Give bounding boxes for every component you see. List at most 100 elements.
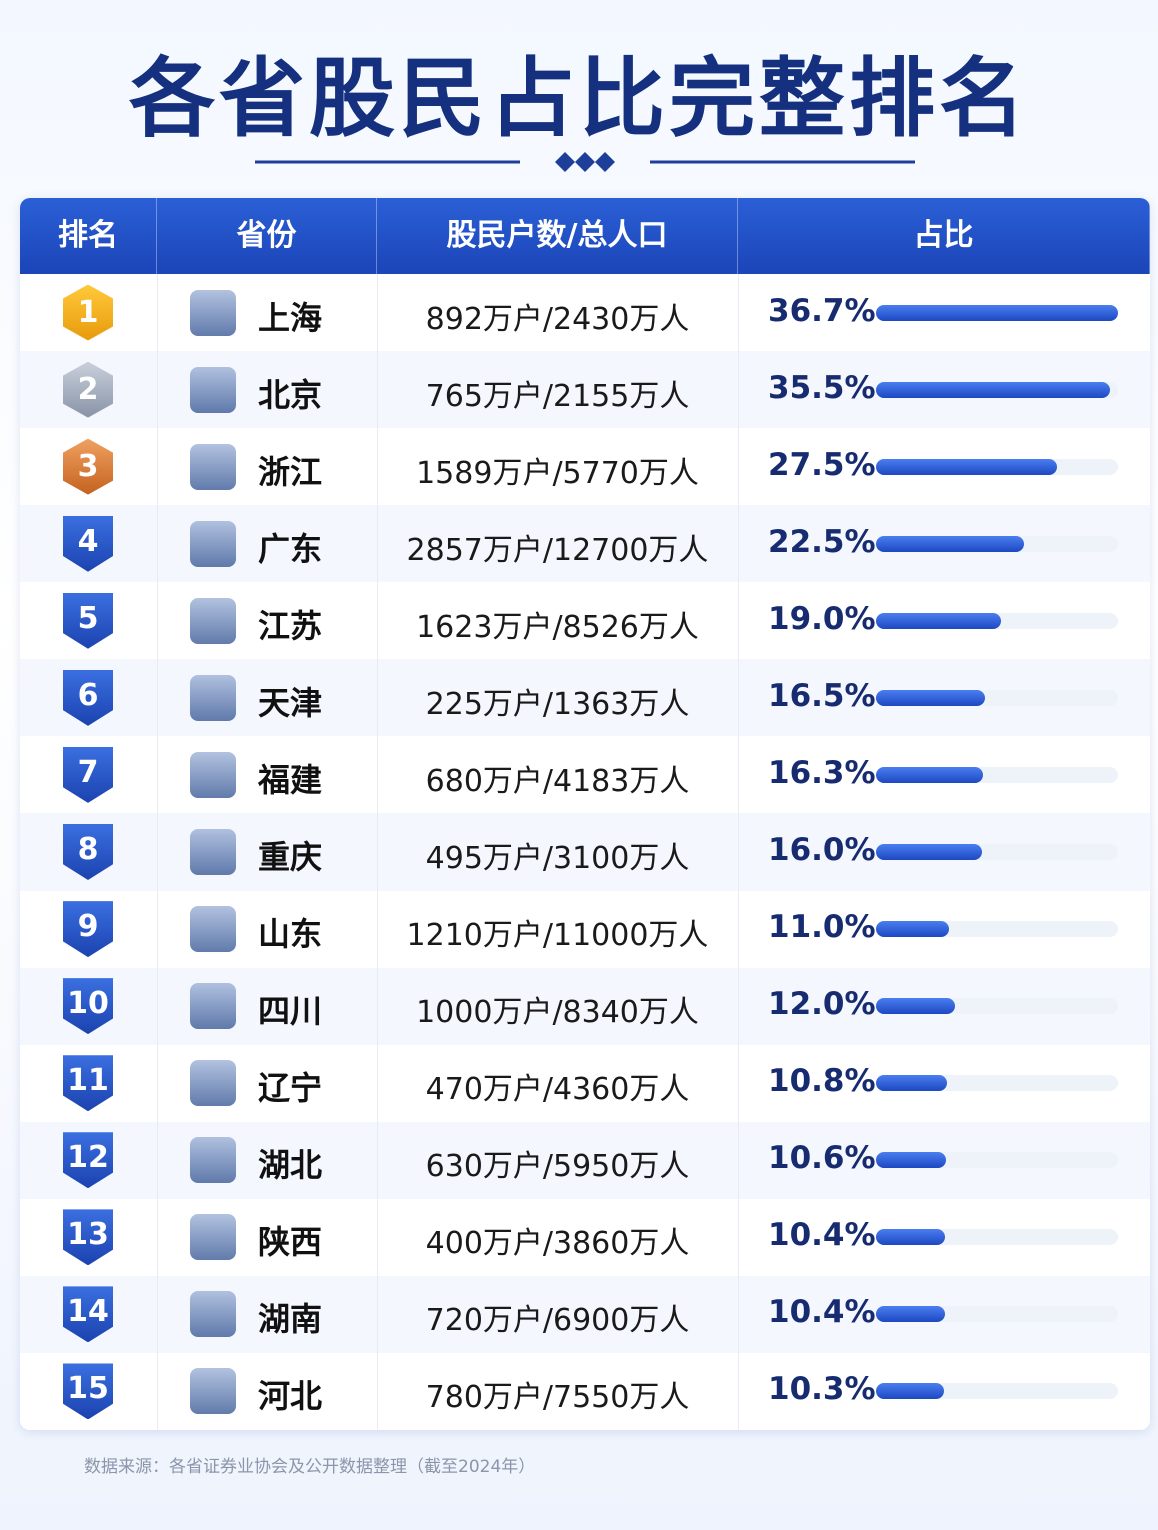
column-divider — [738, 428, 739, 506]
province-icon — [190, 1060, 236, 1107]
column-divider — [738, 1121, 739, 1199]
column-divider — [377, 890, 378, 968]
column-divider — [157, 659, 158, 737]
share-bar — [876, 998, 956, 1015]
holder-count: 470万户/4360万人 — [425, 1072, 690, 1108]
column-divider — [377, 274, 378, 352]
share-label: 10.6% — [768, 1140, 876, 1177]
rank-badge: 9 — [63, 901, 113, 958]
holder-count: 2857万户/12700万人 — [406, 532, 709, 568]
province-name: 河北 — [258, 1377, 323, 1416]
province-name: 天津 — [258, 683, 323, 722]
province-name: 山东 — [258, 915, 323, 954]
column-header: 股民户数/总人口 — [377, 198, 738, 274]
share-bar — [876, 1229, 945, 1246]
table-row: 12 湖北 630万户/5950万人 10.6% — [20, 1121, 1150, 1199]
share-bar — [876, 1306, 945, 1323]
column-header: 排名 — [20, 198, 157, 274]
column-divider — [157, 736, 158, 814]
province-icon — [190, 1137, 236, 1184]
column-divider — [157, 1121, 158, 1199]
column-divider — [377, 582, 378, 660]
province-icon — [190, 520, 236, 567]
column-divider — [377, 736, 378, 814]
share-label: 10.4% — [768, 1294, 876, 1331]
table-row: 14 湖南 720万户/6900万人 10.4% — [20, 1275, 1150, 1353]
share-bar — [876, 458, 1058, 475]
column-divider — [738, 659, 739, 737]
province-name: 辽宁 — [258, 1069, 323, 1108]
share-label: 16.5% — [768, 677, 876, 714]
table-row: 5 江苏 1623万户/8526万人 19.0% — [20, 582, 1150, 660]
share-label: 35.5% — [768, 369, 876, 406]
column-divider — [738, 1044, 739, 1122]
rank-badge: 11 — [63, 1055, 113, 1112]
column-divider — [157, 813, 158, 891]
column-divider — [377, 1198, 378, 1276]
holder-count: 720万户/6900万人 — [425, 1303, 690, 1339]
column-divider — [738, 1352, 739, 1430]
province-icon — [190, 828, 236, 875]
column-divider — [738, 351, 739, 429]
share-bar — [876, 535, 1025, 552]
holder-count: 1000万户/8340万人 — [416, 995, 699, 1031]
province-name: 陕西 — [258, 1223, 323, 1262]
share-bar — [876, 766, 984, 783]
share-label: 16.3% — [768, 754, 876, 791]
rank-badge: 13 — [63, 1209, 113, 1266]
province-name: 上海 — [258, 298, 323, 337]
holder-count: 630万户/5950万人 — [425, 1149, 690, 1185]
share-label: 36.7% — [768, 292, 876, 329]
province-icon — [190, 983, 236, 1030]
holder-count: 780万户/7550万人 — [425, 1380, 690, 1416]
share-label: 16.0% — [768, 831, 876, 868]
share-bar — [876, 843, 982, 860]
share-bar — [876, 1152, 946, 1169]
table-row: 11 辽宁 470万户/4360万人 10.8% — [20, 1044, 1150, 1122]
column-divider — [377, 1352, 378, 1430]
column-divider — [377, 967, 378, 1045]
holder-count: 1210万户/11000万人 — [406, 918, 709, 954]
province-icon — [190, 597, 236, 644]
holder-count: 400万户/3860万人 — [425, 1226, 690, 1262]
column-divider — [738, 505, 739, 583]
rank-badge: 1 — [63, 284, 113, 341]
share-label: 22.5% — [768, 523, 876, 560]
province-icon — [190, 751, 236, 798]
holder-count: 1623万户/8526万人 — [416, 609, 699, 645]
share-bar — [876, 304, 1118, 321]
column-divider — [157, 1275, 158, 1353]
holder-count: 1589万户/5770万人 — [416, 455, 699, 491]
column-divider — [377, 505, 378, 583]
share-bar — [876, 1075, 948, 1092]
province-name: 浙江 — [258, 452, 323, 491]
column-divider — [377, 813, 378, 891]
share-bar — [876, 381, 1111, 398]
province-icon — [190, 1368, 236, 1415]
rank-badge: 14 — [63, 1286, 113, 1343]
province-name: 江苏 — [258, 606, 323, 645]
column-divider — [377, 1044, 378, 1122]
table-row: 13 陕西 400万户/3860万人 10.4% — [20, 1198, 1150, 1276]
column-divider — [157, 890, 158, 968]
column-divider — [157, 1352, 158, 1430]
column-divider — [157, 1044, 158, 1122]
rank-badge: 5 — [63, 592, 113, 649]
province-name: 重庆 — [258, 837, 323, 876]
share-label: 11.0% — [768, 909, 876, 946]
column-divider — [377, 428, 378, 506]
column-header: 省份 — [157, 198, 377, 274]
column-divider — [377, 1121, 378, 1199]
table-row: 4 广东 2857万户/12700万人 22.5% — [20, 505, 1150, 583]
rank-badge: 10 — [63, 978, 113, 1035]
table-row: 6 天津 225万户/1363万人 16.5% — [20, 659, 1150, 737]
column-divider — [377, 351, 378, 429]
rank-badge: 12 — [63, 1132, 113, 1189]
column-divider — [157, 274, 158, 352]
column-divider — [157, 428, 158, 506]
province-name: 北京 — [258, 375, 323, 414]
column-divider — [157, 967, 158, 1045]
source-note: 数据来源：各省证券业协会及公开数据整理（截至2024年） — [84, 1457, 536, 1477]
column-divider — [738, 736, 739, 814]
